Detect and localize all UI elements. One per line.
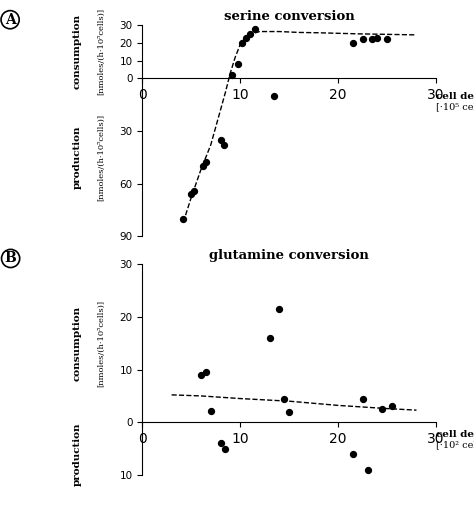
Point: [359, 36, 366, 44]
Point: [369, 36, 376, 44]
Point: [281, 395, 288, 403]
Point: [235, 60, 242, 68]
Text: cell density: cell density: [436, 92, 474, 101]
Text: [nmoles/(h·10⁵cells)]: [nmoles/(h·10⁵cells)]: [97, 114, 105, 201]
Point: [191, 186, 198, 195]
Point: [271, 91, 278, 100]
Point: [285, 407, 293, 416]
Point: [251, 25, 259, 33]
Point: [383, 36, 391, 44]
Point: [378, 405, 386, 413]
Point: [221, 141, 228, 149]
Text: production: production: [73, 422, 82, 486]
Text: [nmoles/(h·10⁵cells)]: [nmoles/(h·10⁵cells)]: [97, 8, 105, 96]
Text: [·10² cells/dish]: [·10² cells/dish]: [436, 441, 474, 450]
Text: cell density: cell density: [436, 430, 474, 439]
Point: [266, 334, 273, 342]
Text: consumption: consumption: [73, 14, 82, 89]
Point: [180, 214, 187, 223]
Point: [364, 466, 371, 474]
Point: [246, 30, 254, 38]
Point: [217, 136, 224, 144]
Text: production: production: [73, 125, 82, 189]
Point: [217, 439, 224, 448]
Point: [359, 395, 366, 403]
Point: [238, 39, 246, 47]
Point: [222, 444, 229, 453]
Text: A: A: [5, 13, 16, 27]
Point: [275, 305, 283, 313]
Text: [nmoles/(h·10⁵cells)]: [nmoles/(h·10⁵cells)]: [97, 300, 105, 387]
Point: [199, 162, 207, 170]
Title: serine conversion: serine conversion: [224, 10, 355, 23]
Point: [202, 368, 210, 376]
Point: [374, 34, 381, 42]
Point: [228, 71, 236, 79]
Title: glutamine conversion: glutamine conversion: [209, 248, 369, 262]
Text: B: B: [5, 251, 17, 266]
Point: [349, 450, 356, 458]
Point: [197, 371, 205, 379]
Text: [·10⁵ cells/dish]: [·10⁵ cells/dish]: [436, 103, 474, 112]
Point: [207, 406, 215, 415]
Text: consumption: consumption: [73, 306, 82, 381]
Point: [242, 34, 250, 42]
Point: [202, 158, 210, 167]
Point: [388, 402, 396, 410]
Point: [349, 39, 356, 47]
Point: [187, 190, 195, 198]
